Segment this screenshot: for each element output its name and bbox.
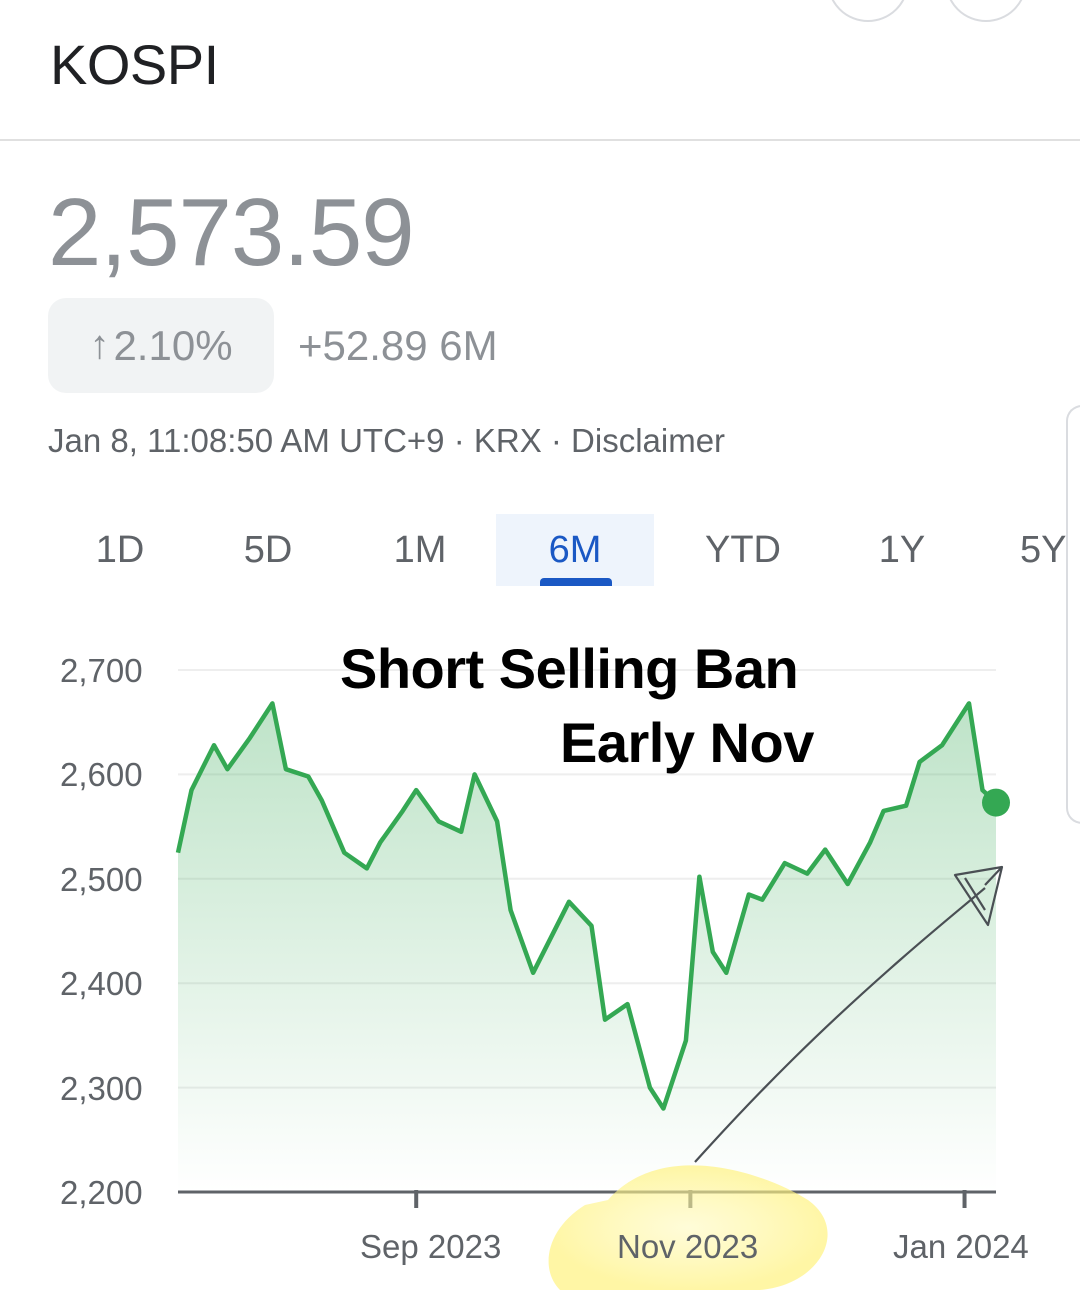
y-tick-label: 2,600 (60, 756, 143, 793)
tab-ytd[interactable]: YTD (705, 528, 781, 571)
tab-1m[interactable]: 1M (393, 528, 447, 571)
change-percent-badge: ↑ 2.10% (48, 298, 274, 393)
last-price-dot (982, 788, 1010, 817)
annotation-line-2: Early Nov (560, 711, 814, 774)
price-area-fill (178, 703, 996, 1192)
tab-6m[interactable]: 6M (496, 514, 654, 586)
y-tick-label: 2,700 (60, 652, 143, 689)
tab-5d[interactable]: 5D (243, 528, 293, 571)
x-tick-label: Nov 2023 (617, 1228, 759, 1265)
y-tick-label: 2,500 (60, 861, 143, 898)
annotation-line-1: Short Selling Ban (340, 637, 799, 700)
change-absolute: +52.89 6M (298, 322, 498, 369)
highlight-scribble (548, 1165, 828, 1290)
price-line (175, 701, 998, 1111)
pointer-arrowhead-icon (953, 865, 1004, 927)
x-tick-label: Jan 2024 (893, 1228, 1029, 1265)
pointer-arrow-stroke (694, 887, 986, 1163)
tab-5y[interactable]: 5Y (1020, 528, 1067, 571)
y-tick-label: 2,400 (60, 965, 143, 1002)
quote-meta: Jan 8, 11:08:50 AM UTC+9 · KRX · Disclai… (48, 422, 726, 459)
arrow-up-icon: ↑ (89, 323, 110, 367)
tab-1y[interactable]: 1Y (878, 528, 926, 571)
page-title: KOSPI (50, 33, 219, 96)
x-tick-label: Sep 2023 (360, 1228, 502, 1265)
y-tick-label: 2,200 (60, 1174, 143, 1211)
current-price: 2,573.59 (48, 179, 415, 286)
tab-1d[interactable]: 1D (95, 528, 145, 571)
y-tick-label: 2,300 (60, 1070, 143, 1107)
header-divider (0, 139, 1080, 141)
change-percent: 2.10% (113, 321, 233, 369)
tab-selected-indicator (540, 578, 612, 586)
